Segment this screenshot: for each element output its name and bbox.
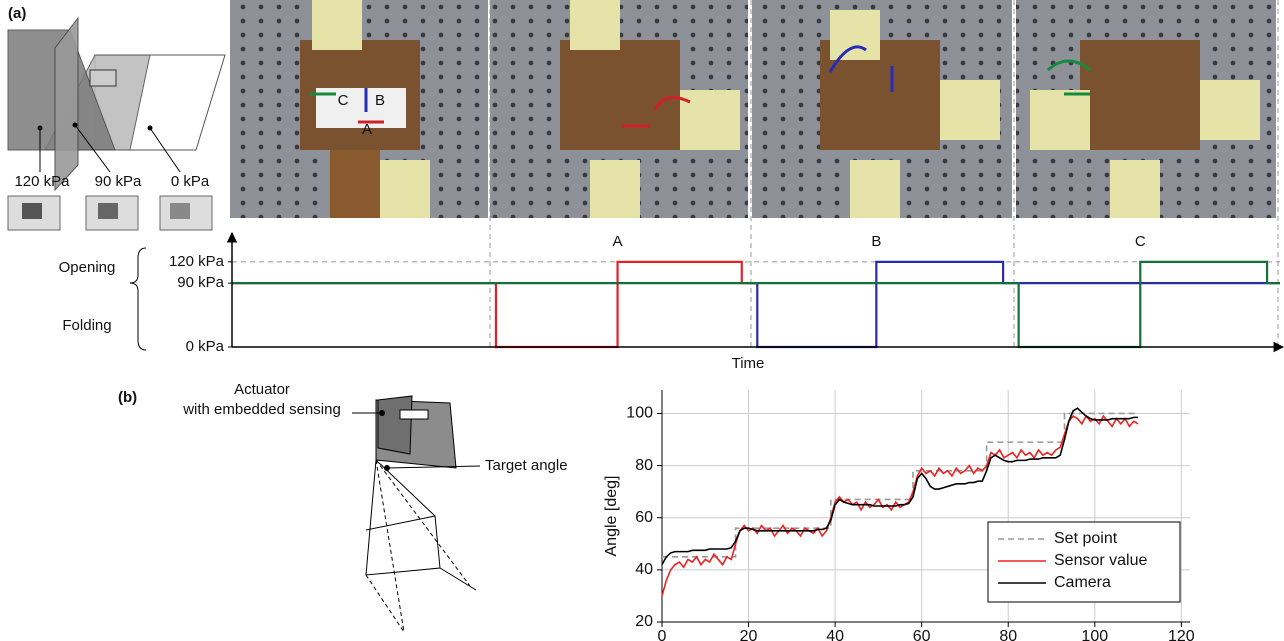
annotation: Target angle <box>485 457 568 474</box>
photo <box>752 0 1012 218</box>
x-tick-label: 20 <box>740 628 758 641</box>
x-tick-label: 40 <box>826 628 844 641</box>
x-tick-label: 80 <box>999 628 1017 641</box>
sketch-label: 90 kPa <box>95 173 142 190</box>
y-tick-label: 0 kPa <box>186 338 225 355</box>
legend <box>987 521 1181 603</box>
series-label: A <box>613 233 623 250</box>
x-tick-label: 60 <box>913 628 931 641</box>
x-tick-label: 100 <box>1081 628 1108 641</box>
y-tick-label: 120 kPa <box>169 253 225 270</box>
panel-label: (a) <box>8 5 26 22</box>
sketch-angle <box>352 395 481 633</box>
y-tick-label: 100 <box>626 405 653 422</box>
y-tick-label: 90 kPa <box>177 274 224 291</box>
x-tick-label: 120 <box>1168 628 1195 641</box>
series-label: C <box>1135 233 1146 250</box>
step-line <box>749 260 1280 349</box>
y-axis-label: Angle [deg] <box>603 476 620 557</box>
panel-label: (b) <box>118 389 137 406</box>
photo-label: B <box>375 92 385 109</box>
column-separators <box>489 0 1279 347</box>
y-tick-label: 20 <box>635 613 653 630</box>
sketch-label: 0 kPa <box>171 173 210 190</box>
y-tick-label: 60 <box>635 509 653 526</box>
step-line <box>232 260 1280 349</box>
annotation: with embedded sensing <box>182 401 341 418</box>
group-label: Opening <box>59 259 116 276</box>
photo <box>490 0 748 218</box>
photo <box>1016 0 1276 218</box>
legend-label: Set point <box>1054 530 1118 547</box>
sketch-actuator <box>7 16 226 231</box>
y-tick-label: 80 <box>635 457 653 474</box>
legend-label: Sensor value <box>1054 552 1147 569</box>
y-tick-label: 40 <box>635 561 653 578</box>
legend-label: Camera <box>1054 574 1111 591</box>
sketch-label: 120 kPa <box>14 173 70 190</box>
photo-label: A <box>362 121 372 138</box>
x-tick-label: 0 <box>658 628 667 641</box>
step-line <box>232 260 758 349</box>
brace <box>129 247 147 351</box>
photos <box>230 0 1276 218</box>
annotation: Actuator <box>234 381 290 398</box>
group-label: Folding <box>62 317 111 334</box>
photo <box>230 0 488 218</box>
data-line <box>661 407 1139 566</box>
x-axis-label: Time <box>732 355 765 372</box>
photo-label: C <box>338 92 349 109</box>
series-label: B <box>871 233 881 250</box>
